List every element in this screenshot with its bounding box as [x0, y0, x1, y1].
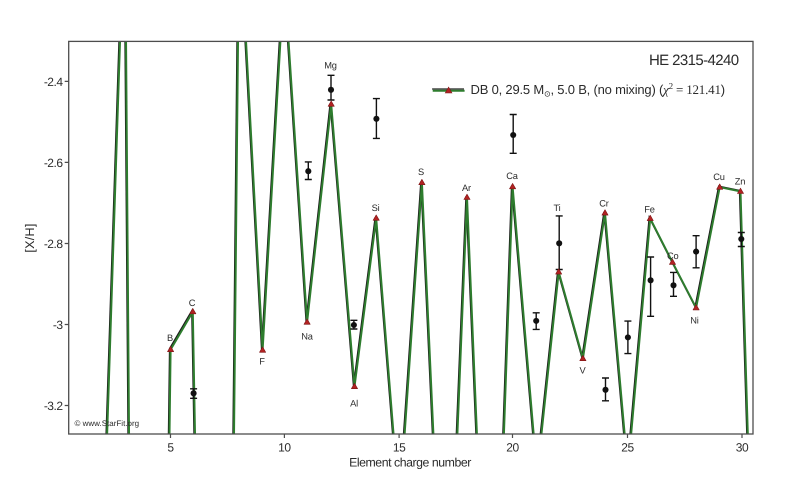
svg-text:Mg: Mg [324, 60, 337, 70]
svg-text:10: 10 [278, 441, 291, 455]
svg-text:Cr: Cr [599, 198, 609, 208]
svg-text:Zn: Zn [735, 176, 745, 186]
svg-text:© www.StarFit.org: © www.StarFit.org [75, 419, 140, 428]
svg-text:-2.6: -2.6 [44, 156, 64, 170]
svg-text:20: 20 [506, 441, 519, 455]
svg-text:-3: -3 [53, 318, 63, 332]
svg-text:-2.4: -2.4 [44, 75, 64, 89]
svg-text:-2.8: -2.8 [44, 237, 64, 251]
svg-text:15: 15 [393, 441, 406, 455]
svg-text:Fe: Fe [644, 204, 654, 214]
svg-text:B: B [167, 333, 173, 343]
svg-text:Ti: Ti [554, 203, 561, 213]
svg-text:5: 5 [167, 441, 174, 455]
svg-text:Al: Al [350, 398, 358, 408]
svg-text:Co: Co [667, 251, 679, 261]
svg-text:HE 2315-4240: HE 2315-4240 [649, 52, 739, 69]
svg-text:V: V [579, 365, 586, 375]
svg-text:F: F [259, 356, 265, 366]
svg-text:Si: Si [372, 203, 380, 213]
svg-text:Na: Na [301, 331, 314, 341]
svg-text:25: 25 [621, 441, 634, 455]
svg-text:C: C [189, 298, 196, 308]
svg-text:DB 0, 29.5 M⊙, 5.0 B, (no mixi: DB 0, 29.5 M⊙, 5.0 B, (no mixing) (χ2 = … [471, 81, 725, 99]
svg-text:[X/H]: [X/H] [23, 223, 37, 252]
svg-text:30: 30 [736, 441, 749, 455]
svg-text:Cu: Cu [713, 172, 725, 182]
svg-text:Ni: Ni [690, 315, 699, 325]
svg-text:Element charge number: Element charge number [349, 456, 471, 470]
svg-text:S: S [418, 167, 424, 177]
svg-text:Ca: Ca [506, 171, 519, 181]
svg-text:Ar: Ar [462, 183, 471, 193]
svg-text:-3.2: -3.2 [44, 399, 64, 413]
